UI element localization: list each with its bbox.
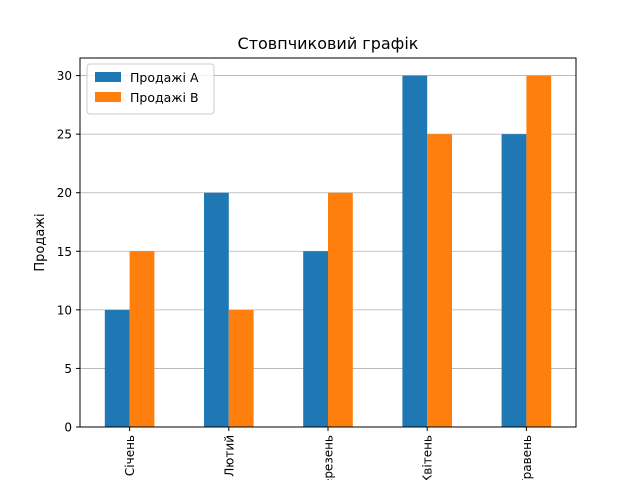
bar-b <box>427 134 452 427</box>
y-tick-label: 30 <box>57 69 72 83</box>
bar-b <box>328 192 353 427</box>
bar-a <box>501 134 527 427</box>
y-axis-label: Продажі <box>33 213 48 271</box>
y-tick-label: 0 <box>64 421 72 435</box>
y-axis-ticks: 0 5 10 15 20 25 30 <box>57 69 80 435</box>
legend-label: Продажі A <box>130 70 199 85</box>
bar-b <box>228 309 254 427</box>
x-axis-ticks: Січень Лютий Березень Квітень Травень <box>123 427 534 480</box>
x-tick-label: Травень <box>520 435 534 480</box>
bar-b <box>129 251 155 427</box>
bars <box>104 75 552 428</box>
x-tick-label: Квітень <box>421 435 435 480</box>
x-tick-label: Березень <box>322 435 336 480</box>
legend: Продажі A Продажі B <box>86 63 215 115</box>
y-tick-label: 15 <box>57 245 72 259</box>
legend-swatch <box>95 72 121 82</box>
y-tick-label: 5 <box>64 362 72 376</box>
chart-title: Стовпчиковий графік <box>238 34 419 53</box>
bar-b <box>526 75 552 428</box>
y-tick-label: 20 <box>57 186 72 200</box>
bar-a <box>204 192 229 427</box>
y-tick-label: 10 <box>57 303 72 317</box>
legend-swatch <box>95 92 121 102</box>
x-tick-label: Січень <box>123 435 137 476</box>
x-tick-label: Лютий <box>222 435 236 477</box>
bar-a <box>104 309 130 427</box>
y-tick-label: 25 <box>57 128 72 142</box>
legend-label: Продажі B <box>130 90 199 105</box>
bar-a <box>303 251 328 427</box>
bar-a <box>402 75 428 428</box>
